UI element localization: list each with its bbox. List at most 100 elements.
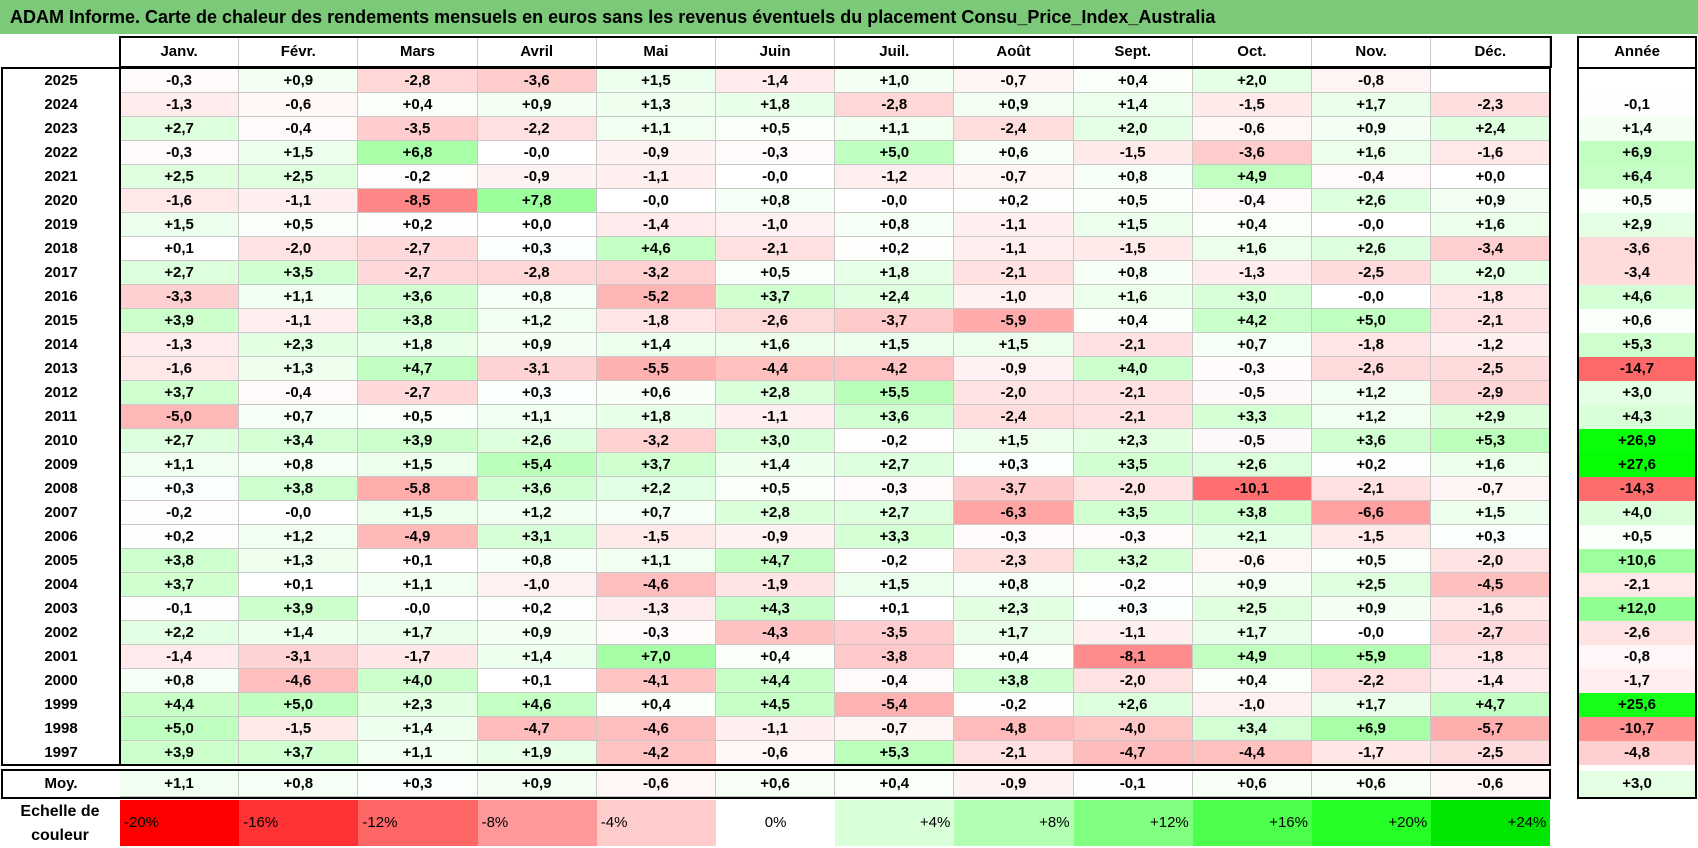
heatmap-cell: +1,8 (358, 333, 478, 357)
heatmap-cell: +0,7 (239, 405, 359, 429)
heatmap-cell: -0,7 (835, 717, 955, 741)
heatmap-cell: +6,8 (358, 141, 478, 165)
heatmap-cell: +1,1 (239, 285, 359, 309)
heatmap-cell: -8,5 (358, 189, 478, 213)
heatmap-cell: +0,8 (954, 573, 1074, 597)
heatmap-cell: -1,6 (120, 189, 240, 213)
heatmap-cell: +2,9 (1431, 405, 1551, 429)
heatmap-cell: +3,8 (1192, 501, 1312, 525)
heatmap-cell: +4,7 (1431, 693, 1551, 717)
annual-cell: +2,9 (1578, 213, 1696, 237)
heatmap-cell: -2,2 (1312, 669, 1432, 693)
heatmap-cell: +0,4 (1192, 213, 1312, 237)
heatmap-cell: -0,3 (954, 525, 1074, 549)
heatmap-cell: +4,3 (716, 597, 836, 621)
color-scale-step: +24% (1431, 800, 1551, 846)
heatmap-cell: -6,3 (954, 501, 1074, 525)
year-label: 2018 (44, 240, 78, 257)
heatmap-cell: +3,7 (716, 285, 836, 309)
heatmap-cell: -0,7 (1431, 477, 1551, 501)
heatmap-cell: +0,9 (1431, 189, 1551, 213)
year-label: 2004 (44, 576, 78, 593)
heatmap-cell: +1,5 (835, 573, 955, 597)
heatmap-cell: -2,0 (954, 381, 1074, 405)
heatmap-cell: -2,3 (954, 549, 1074, 573)
heatmap-cell: -2,5 (1312, 261, 1432, 285)
heatmap-cell: +1,2 (1312, 381, 1432, 405)
heatmap-cell: +3,6 (358, 285, 478, 309)
heatmap-cell: -3,7 (954, 477, 1074, 501)
heatmap-cell: -4,0 (1073, 717, 1193, 741)
heatmap-cell: -4,4 (716, 357, 836, 381)
heatmap-cell: +0,8 (1073, 261, 1193, 285)
heatmap-cell: -3,5 (835, 621, 955, 645)
annual-cell: -0,8 (1578, 645, 1696, 669)
average-cell: +0,8 (239, 771, 359, 797)
heatmap-cell: -0,0 (1312, 213, 1432, 237)
heatmap-cell: -2,8 (358, 69, 478, 93)
heatmap-cell: +2,3 (1073, 429, 1193, 453)
annual-cell: -3,4 (1578, 261, 1696, 285)
average-cell: +0,4 (835, 771, 955, 797)
heatmap-cell: +0,5 (358, 405, 478, 429)
heatmap-cell: +0,8 (239, 453, 359, 477)
heatmap-cell: +0,9 (239, 69, 359, 93)
heatmap-cell: +4,7 (358, 357, 478, 381)
heatmap-cell: +1,1 (596, 117, 716, 141)
heatmap-cell: +0,1 (358, 549, 478, 573)
heatmap-cell: -2,1 (954, 261, 1074, 285)
annual-cell: +3,0 (1578, 381, 1696, 405)
heatmap-cell: +1,8 (596, 405, 716, 429)
year-label: 2015 (44, 312, 78, 329)
color-scale-step: +16% (1192, 800, 1312, 846)
year-label: 1999 (44, 696, 78, 713)
heatmap-cell: +1,5 (954, 429, 1074, 453)
heatmap-cell: +1,0 (835, 69, 955, 93)
year-label: 2020 (44, 192, 78, 209)
heatmap-cell: -1,0 (716, 213, 836, 237)
heatmap-cell: +1,2 (239, 525, 359, 549)
heatmap-cell: -3,8 (835, 645, 955, 669)
annual-cell: +6,4 (1578, 165, 1696, 189)
heatmap-cell: +1,2 (477, 501, 597, 525)
heatmap-cell: +0,0 (477, 213, 597, 237)
heatmap-cell: +1,5 (358, 501, 478, 525)
heatmap-cell: +7,8 (477, 189, 597, 213)
average-cell: +1,1 (120, 771, 240, 797)
heatmap-cell: -5,5 (596, 357, 716, 381)
heatmap-cell: +0,2 (120, 525, 240, 549)
heatmap-cell: +0,8 (716, 189, 836, 213)
heatmap-cell: -2,9 (1431, 381, 1551, 405)
heatmap-cell: +2,5 (1312, 573, 1432, 597)
heatmap-cell: -8,1 (1073, 645, 1193, 669)
month-header: Juil. (835, 37, 955, 67)
heatmap-cell: +4,9 (1192, 645, 1312, 669)
year-label: 1998 (44, 720, 78, 737)
annual-cell: +5,3 (1578, 333, 1696, 357)
heatmap-cell: +5,0 (120, 717, 240, 741)
heatmap-cell: -0,4 (1192, 189, 1312, 213)
heatmap-cell: +1,7 (1312, 693, 1432, 717)
year-label: 2002 (44, 624, 78, 641)
heatmap-cell: -4,1 (596, 669, 716, 693)
heatmap-cell: +4,0 (1073, 357, 1193, 381)
heatmap-cell: +5,0 (835, 141, 955, 165)
heatmap-cell: -1,4 (120, 645, 240, 669)
heatmap-cell: -4,2 (596, 741, 716, 765)
color-scale-step: -16% (239, 800, 359, 846)
heatmap-cell: -5,2 (596, 285, 716, 309)
heatmap-cell: -2,0 (1073, 477, 1193, 501)
heatmap-cell: +1,1 (120, 453, 240, 477)
heatmap-cell: +3,8 (358, 309, 478, 333)
heatmap-cell: +0,6 (596, 381, 716, 405)
heatmap-cell: -1,3 (120, 93, 240, 117)
annual-cell: +25,6 (1578, 693, 1696, 717)
heatmap-cell: +0,1 (120, 237, 240, 261)
heatmap-cell: +0,2 (835, 237, 955, 261)
heatmap-cell: +3,9 (358, 429, 478, 453)
heatmap-cell: +0,9 (954, 93, 1074, 117)
annual-cell: +6,9 (1578, 141, 1696, 165)
year-label: 2023 (44, 120, 78, 137)
heatmap-cell: +1,5 (835, 333, 955, 357)
heatmap-cell: +1,6 (716, 333, 836, 357)
